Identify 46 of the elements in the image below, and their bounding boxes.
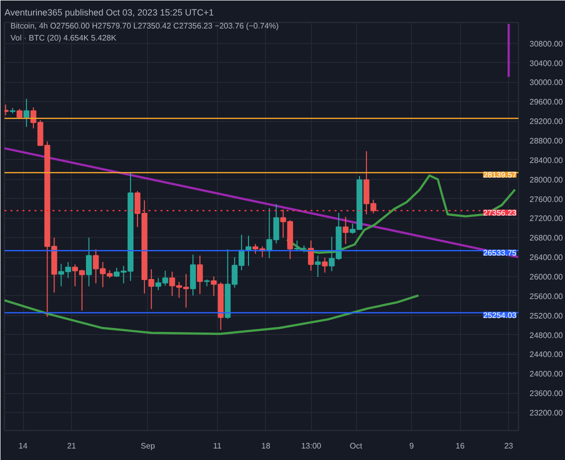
- y-tick-label: 25600.00: [530, 292, 564, 301]
- ref-line-label: 27356.23: [483, 208, 518, 218]
- y-tick-label: 24800.00: [530, 330, 564, 340]
- y-tick-label: 26800.00: [530, 234, 564, 243]
- candlestick: [24, 98, 30, 128]
- y-tick-label: 25200.00: [530, 311, 564, 320]
- x-tick-label: 23: [504, 442, 514, 450]
- x-tick-label: 14: [18, 442, 28, 450]
- y-tick-label: 28000.00: [530, 175, 564, 184]
- annotation: Vol · BTC (20) 4.654K 5.428K: [10, 34, 117, 42]
- x-tick-label: 16: [456, 442, 466, 450]
- ref-line-label: 26533.75: [483, 248, 518, 258]
- candlestick: [86, 237, 92, 287]
- y-tick-label: 28400.00: [530, 156, 564, 165]
- y-tick-label: 29600.00: [530, 98, 564, 107]
- ref-line-label: 28139.57: [483, 170, 518, 180]
- y-tick-label: 27600.00: [530, 194, 564, 204]
- ref-line-label: 25254.03: [483, 310, 518, 320]
- x-tick-label: Sep: [140, 442, 156, 450]
- annotation: Bitcoin, 4h O27560.00 H27579.70 L27350.42 C27356.23 −203.76 (−0.74%): [10, 22, 280, 30]
- y-tick-label: 30000.00: [530, 78, 564, 88]
- y-tick-label: 24400.00: [530, 350, 564, 360]
- chart-title: Aventurine365 published Oct 03, 2023 15:25 UTC+1: [4, 8, 214, 18]
- line-series: [4, 294, 420, 335]
- x-tick-label: 9: [409, 442, 414, 450]
- candlestick: [314, 255, 321, 278]
- candlestick: [190, 254, 196, 296]
- y-tick-label: 26000.00: [530, 272, 564, 282]
- y-tick-label: 29200.00: [530, 117, 564, 126]
- x-tick-label: 21: [67, 442, 77, 450]
- y-tick-label: 27200.00: [530, 214, 564, 224]
- x-tick-label: 11: [213, 442, 222, 450]
- y-tick-label: 28800.00: [530, 136, 564, 146]
- candlestick: [322, 257, 328, 274]
- y-tick-label: 26400.00: [530, 253, 564, 262]
- y-tick-label: 30800.00: [530, 39, 564, 48]
- y-tick-label: 23600.00: [530, 389, 564, 398]
- candlestick: [308, 240, 314, 272]
- y-tick-label: 23200.00: [530, 408, 564, 418]
- x-tick-label: 13:00: [301, 442, 322, 450]
- x-tick-label: 18: [261, 442, 271, 450]
- candlestick: [196, 255, 203, 295]
- candlestick: [342, 216, 349, 244]
- y-tick-label: 30400.00: [530, 58, 564, 68]
- x-tick-label: Oct: [350, 442, 364, 450]
- y-tick-label: 24000.00: [530, 370, 564, 379]
